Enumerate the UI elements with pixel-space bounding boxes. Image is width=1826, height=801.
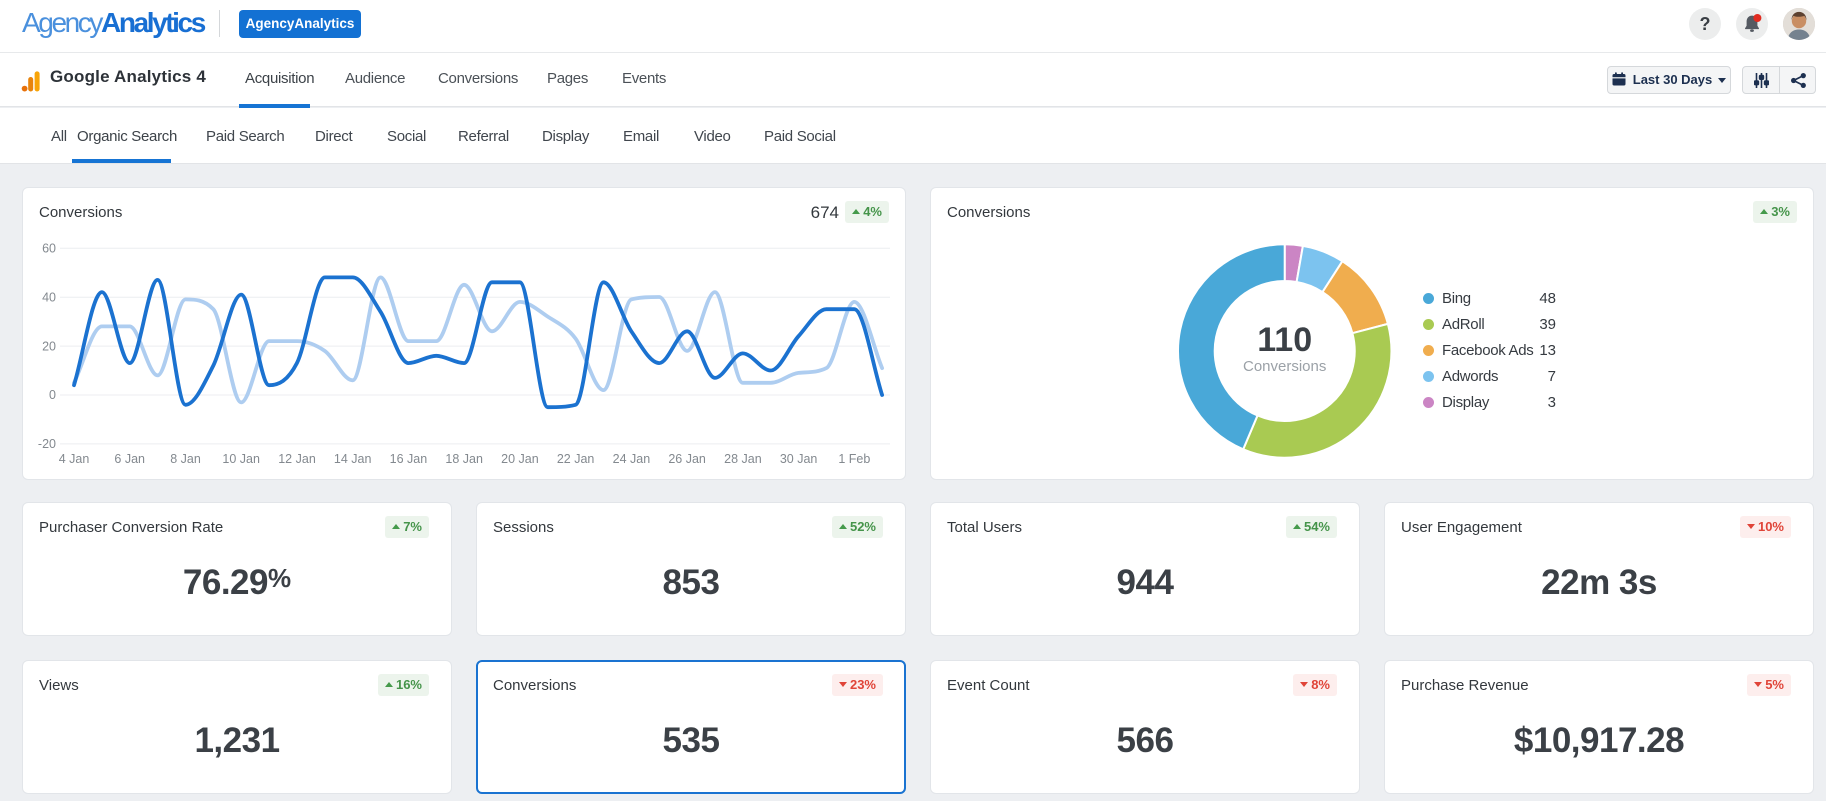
svg-text:8 Jan: 8 Jan [170, 452, 201, 466]
svg-text:20 Jan: 20 Jan [501, 452, 539, 466]
svg-text:6 Jan: 6 Jan [114, 452, 145, 466]
svg-text:18 Jan: 18 Jan [445, 452, 483, 466]
svg-text:20: 20 [42, 339, 56, 353]
svg-text:40: 40 [42, 290, 56, 304]
svg-text:0: 0 [49, 388, 56, 402]
svg-text:Conversions: Conversions [1243, 358, 1326, 375]
svg-text:4 Jan: 4 Jan [59, 452, 90, 466]
svg-text:60: 60 [42, 242, 56, 256]
svg-text:28 Jan: 28 Jan [724, 452, 762, 466]
svg-text:24 Jan: 24 Jan [613, 452, 651, 466]
svg-text:26 Jan: 26 Jan [668, 452, 706, 466]
svg-text:14 Jan: 14 Jan [334, 452, 372, 466]
svg-text:110: 110 [1257, 321, 1312, 359]
svg-text:-20: -20 [38, 437, 56, 451]
svg-text:12 Jan: 12 Jan [278, 452, 316, 466]
svg-text:22 Jan: 22 Jan [557, 452, 595, 466]
svg-text:10 Jan: 10 Jan [222, 452, 260, 466]
svg-text:1 Feb: 1 Feb [838, 452, 870, 466]
svg-text:30 Jan: 30 Jan [780, 452, 818, 466]
svg-text:16 Jan: 16 Jan [390, 452, 428, 466]
